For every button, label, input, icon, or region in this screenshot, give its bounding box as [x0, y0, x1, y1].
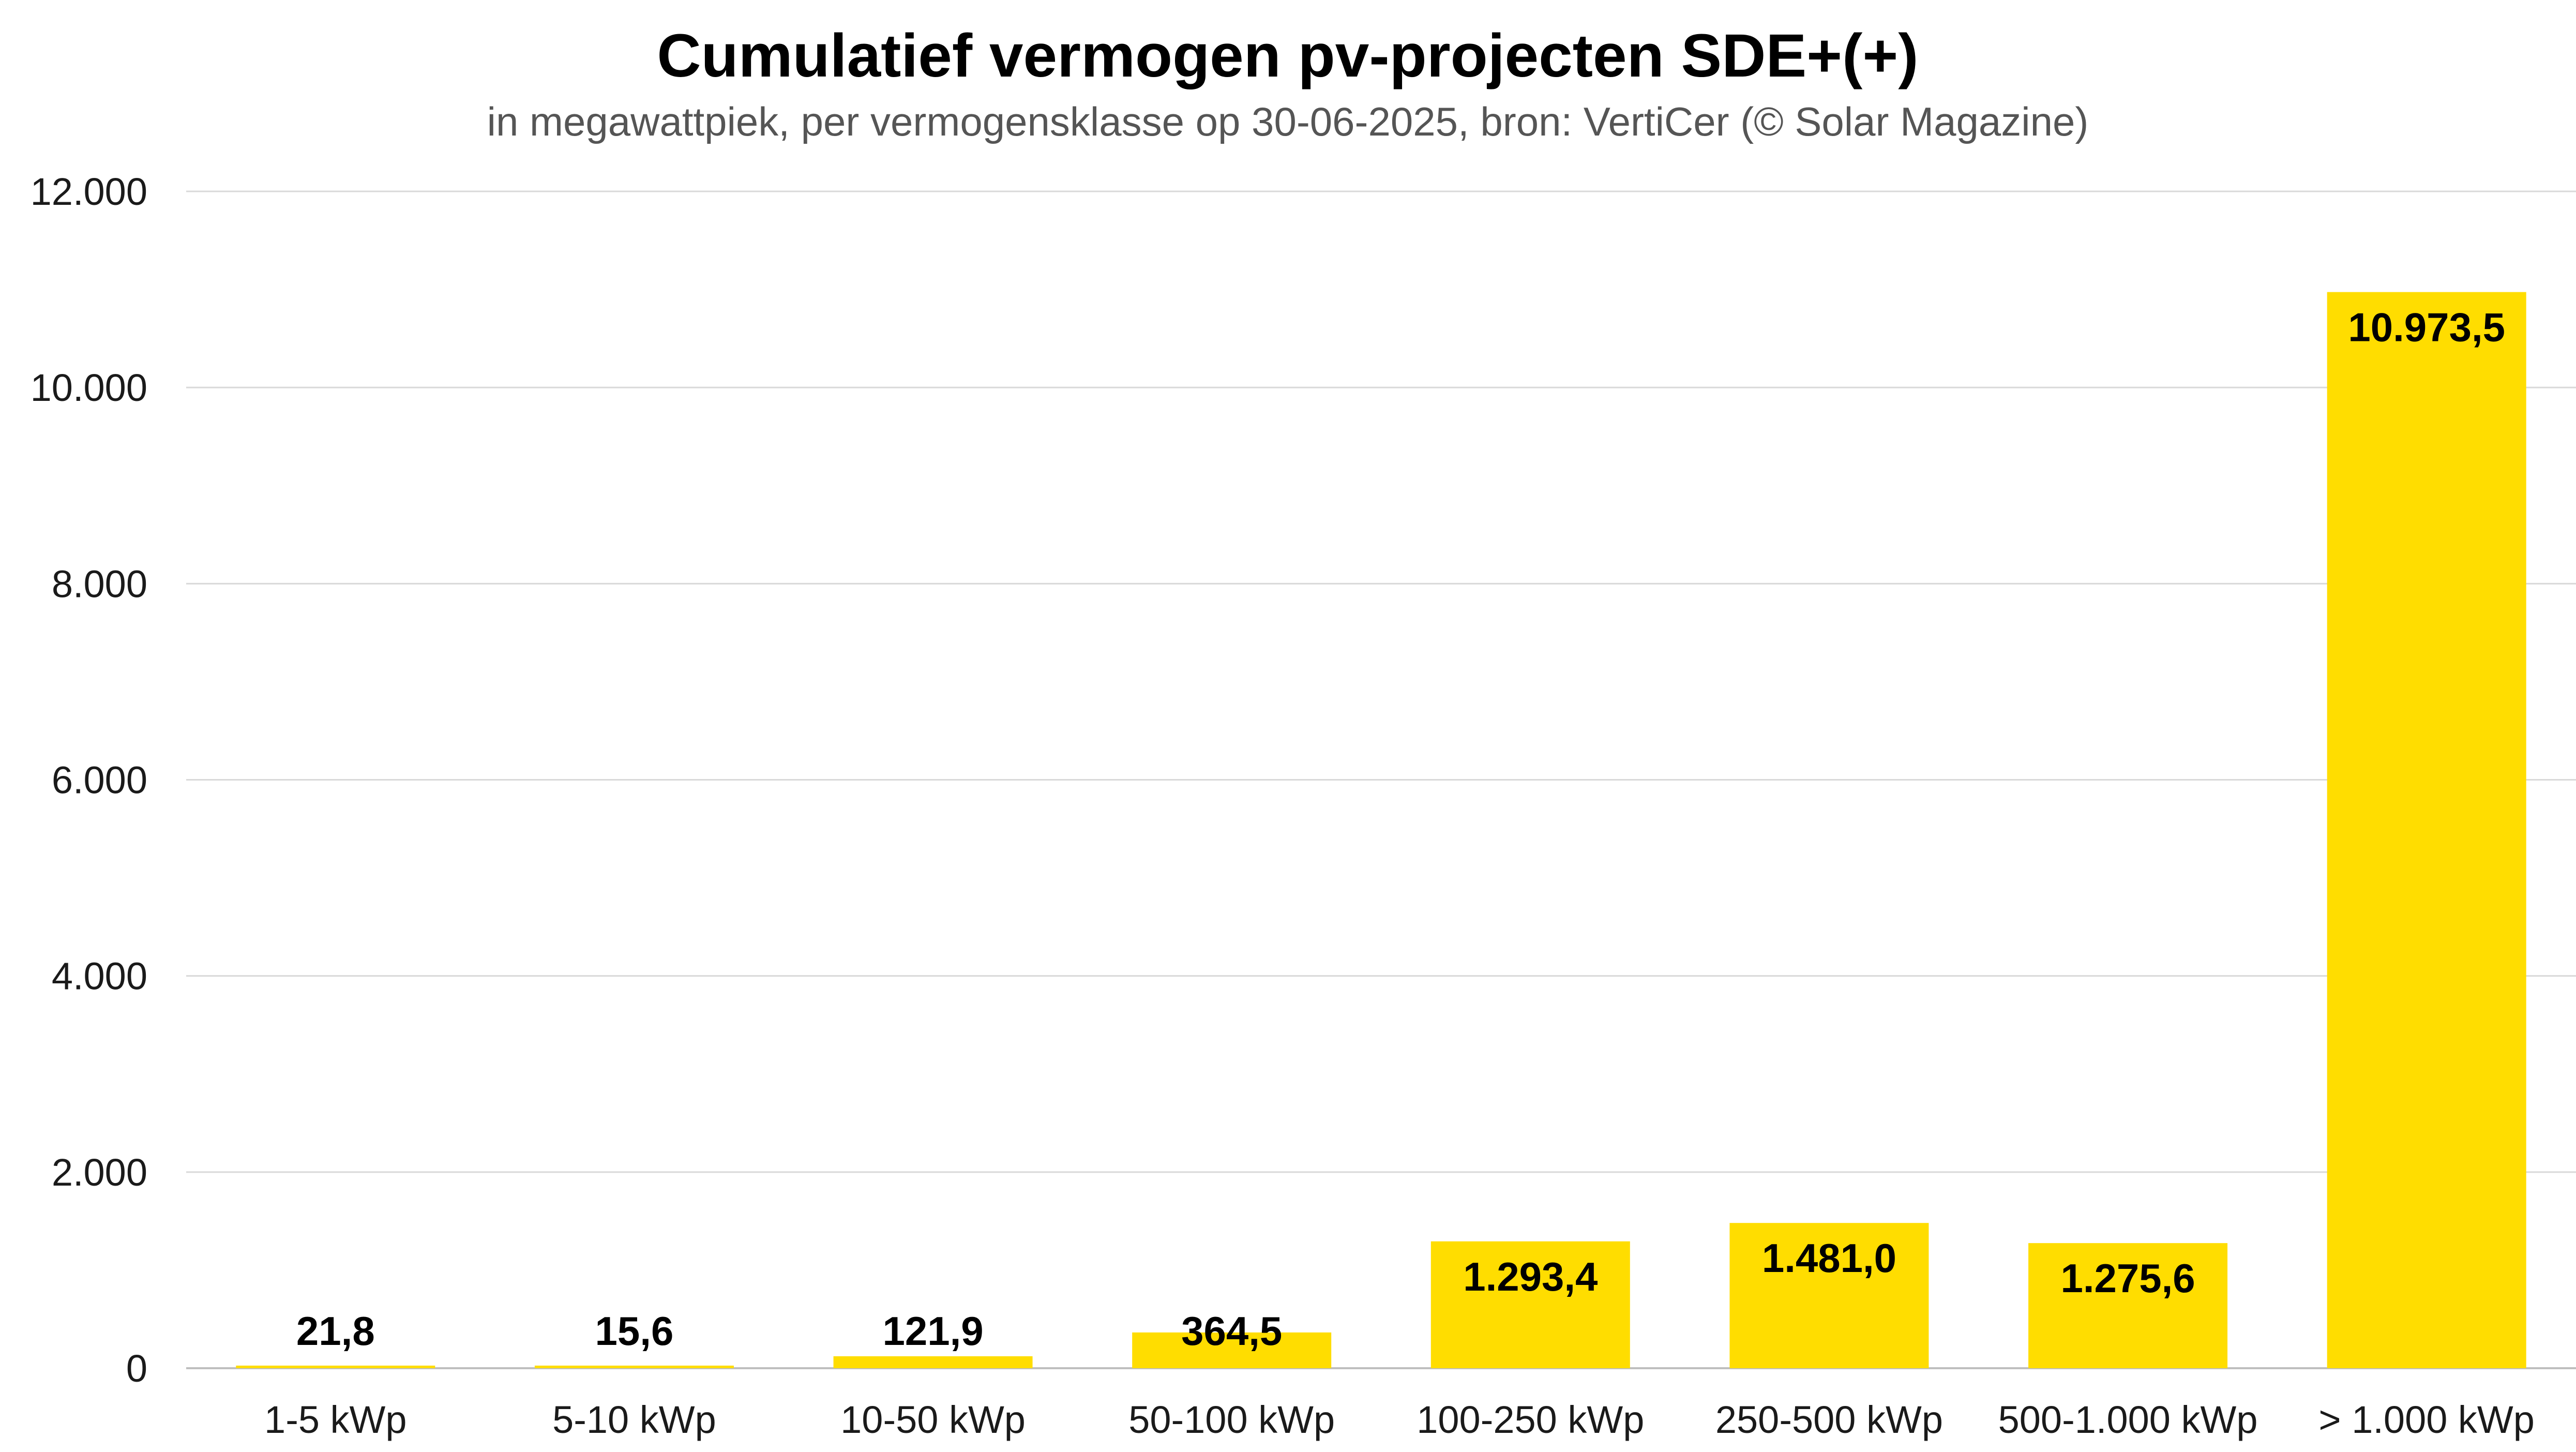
- bar: [2327, 292, 2526, 1368]
- data-label: 10.973,5: [2348, 305, 2505, 350]
- x-tick-label: 5-10 kWp: [552, 1398, 716, 1441]
- y-axis: 0 2.000 4.000 6.000 8.000 10.000 12.000: [31, 170, 147, 1390]
- gridlines: [186, 190, 2576, 1369]
- data-label: 121,9: [882, 1308, 983, 1354]
- y-tick-label: 6.000: [52, 759, 147, 802]
- x-tick-label: 100-250 kWp: [1417, 1398, 1644, 1441]
- x-tick-label: > 1.000 kWp: [2318, 1398, 2535, 1441]
- bar: [1430, 1241, 1630, 1368]
- chart-title: Cumulatief vermogen pv-projecten SDE+(+): [657, 22, 1918, 90]
- x-tick-label: 50-100 kWp: [1128, 1398, 1335, 1441]
- y-tick-label: 4.000: [52, 955, 147, 998]
- data-label: 21,8: [296, 1308, 375, 1354]
- y-tick-label: 2.000: [52, 1151, 147, 1194]
- x-tick-label: 1-5 kWp: [264, 1398, 407, 1441]
- data-label: 15,6: [595, 1308, 674, 1354]
- bars: [236, 292, 2526, 1368]
- bar: [2028, 1243, 2228, 1368]
- data-labels: 21,8 15,6 121,9 364,5 1.293,4 1.481,0 1.275,6 1…: [296, 305, 2505, 1354]
- y-tick-label: 0: [126, 1347, 147, 1390]
- bar: [1132, 1332, 1332, 1368]
- data-label: 1.275,6: [2060, 1255, 2195, 1301]
- bar: [236, 1366, 435, 1368]
- bar: [1729, 1223, 1929, 1368]
- y-tick-label: 10.000: [31, 366, 147, 409]
- y-tick-label: 8.000: [52, 562, 147, 605]
- x-tick-label: 10-50 kWp: [840, 1398, 1026, 1441]
- x-axis: 1-5 kWp 5-10 kWp 10-50 kWp 50-100 kWp 100-25…: [264, 1398, 2535, 1441]
- data-label: 1.481,0: [1762, 1235, 1896, 1281]
- y-tick-label: 12.000: [31, 170, 147, 213]
- chart-subtitle: in megawattpiek, per vermogensklasse op …: [487, 99, 2089, 144]
- data-label: 364,5: [1181, 1308, 1282, 1354]
- bar: [534, 1366, 734, 1368]
- bar: [833, 1356, 1033, 1368]
- data-label: 1.293,4: [1463, 1254, 1598, 1299]
- x-tick-label: 250-500 kWp: [1715, 1398, 1943, 1441]
- x-tick-label: 500-1.000 kWp: [1998, 1398, 2258, 1441]
